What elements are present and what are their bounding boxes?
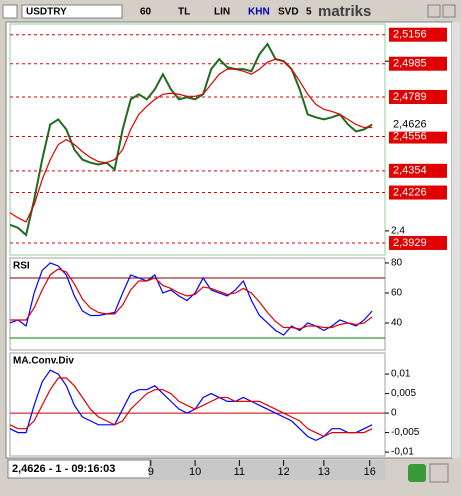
scale[interactable]: LIN: [214, 7, 230, 18]
series-line: [9, 262, 373, 336]
close-button[interactable]: [442, 4, 456, 18]
symbol[interactable]: USDTRY: [26, 7, 67, 18]
currency[interactable]: TL: [178, 7, 190, 18]
period[interactable]: 60: [140, 7, 152, 18]
panel-frame: [9, 23, 386, 256]
x-tick-label: 13: [318, 466, 330, 478]
level-label: 2,4354: [393, 165, 427, 177]
series-line: [10, 268, 373, 330]
x-tick-label: 11: [234, 466, 245, 478]
status: 2,4626 - 1 - 09:16:03: [12, 463, 115, 475]
level-label: 2,3929: [393, 237, 427, 249]
y-tick-label: 0,005: [391, 388, 416, 399]
level-label: 2,4556: [393, 130, 427, 142]
panel-frame: [9, 352, 386, 457]
settings-button[interactable]: [429, 463, 449, 483]
svd[interactable]: SVD: [278, 7, 299, 18]
level-box: [389, 185, 447, 200]
y-tick-label: 0: [391, 408, 397, 419]
level-label: 2,5156: [393, 29, 427, 41]
extra[interactable]: 5: [306, 7, 312, 18]
khn[interactable]: KHN: [248, 7, 270, 18]
x-tick-label: 16: [364, 466, 376, 478]
logo: matriks: [318, 3, 371, 20]
panel-title: MA.Conv.Div: [13, 356, 74, 367]
y-tick-label: 80: [391, 258, 403, 269]
level-box: [389, 56, 447, 71]
restore-button[interactable]: [427, 4, 441, 18]
level-box: [389, 163, 447, 178]
series-line: [9, 42, 373, 237]
y-tick-label: -0,01: [391, 447, 414, 458]
y-tick-label: -0,005: [391, 427, 420, 438]
level-box: [389, 235, 447, 250]
scrollbar[interactable]: [452, 22, 460, 458]
toolbar-icon[interactable]: [2, 4, 18, 19]
last-label: 2,4626: [393, 119, 427, 131]
x-axis-ruler: [150, 460, 385, 480]
x-tick-label: 9: [148, 466, 154, 478]
y-tick-label: 40: [391, 318, 403, 329]
symbol-box[interactable]: [21, 4, 123, 19]
level-label: 2,4985: [393, 58, 427, 70]
level-label: 2,4789: [393, 91, 427, 103]
panel-frame: [9, 257, 386, 351]
level-box: [389, 129, 447, 144]
level-label: 2,4226: [393, 186, 427, 198]
y-tick-label: 60: [391, 288, 403, 299]
refresh-button[interactable]: [408, 464, 426, 482]
y-tick-label: 2,4: [391, 226, 405, 237]
x-tick-label: 10: [189, 466, 201, 478]
level-box: [389, 27, 447, 42]
y-tick-label: 0,01: [391, 369, 411, 380]
series-line: [9, 369, 373, 442]
panel-title: RSI: [13, 261, 30, 272]
x-tick-label: 12: [277, 466, 289, 478]
level-box: [389, 89, 447, 104]
last-box: [389, 117, 447, 132]
series-line: [9, 58, 373, 223]
series-line: [9, 377, 373, 438]
